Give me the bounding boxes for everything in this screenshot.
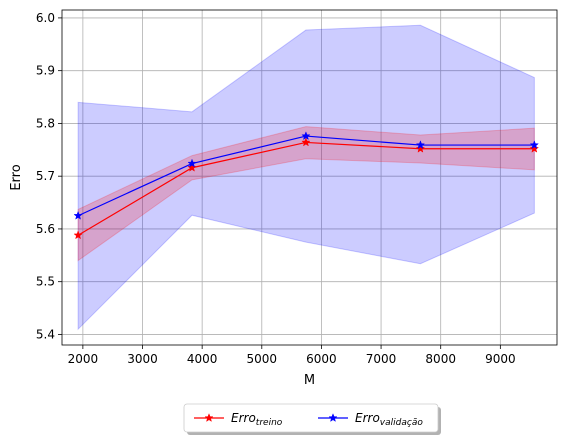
series-point-1	[529, 140, 540, 150]
legend-label-main: Erro	[355, 411, 380, 425]
x-tick-label: 8000	[425, 352, 456, 366]
legend-box	[183, 403, 439, 433]
grid	[62, 10, 557, 345]
series-point-0	[73, 230, 83, 240]
legend: Errotreino Errovalidação	[183, 403, 441, 435]
x-axis-label: M	[304, 373, 315, 388]
band-1	[77, 24, 535, 331]
y-tick-label: 5.7	[36, 169, 55, 183]
legend-label-1: Errovalidação	[355, 411, 423, 428]
y-axis-ticks: 5.4 5.5 5.6 5.7 5.8 5.9 6.0	[36, 11, 62, 341]
axes-box	[61, 9, 558, 346]
series-point-0	[415, 143, 426, 153]
legend-marker-0	[204, 413, 214, 422]
y-tick-label: 5.9	[36, 64, 55, 78]
series-point-1	[301, 131, 311, 141]
x-tick-label: 4000	[187, 352, 218, 366]
x-tick-label: 6000	[306, 352, 337, 366]
series-point-0	[301, 137, 311, 147]
x-tick-label: 7000	[366, 352, 397, 366]
series-point-0	[529, 143, 540, 153]
legend-label-0: Errotreino	[231, 411, 283, 428]
series-point-1	[187, 158, 197, 168]
x-tick-label: 3000	[127, 352, 158, 366]
y-tick-label: 5.5	[36, 275, 55, 289]
plot-frame	[61, 9, 558, 346]
series-point-0	[187, 162, 197, 172]
y-tick-label: 6.0	[36, 11, 55, 25]
series-lines	[73, 131, 540, 240]
series-point-1	[415, 140, 426, 150]
legend-label-sub: treino	[256, 418, 283, 428]
series-point-1	[73, 210, 83, 220]
x-tick-label: 2000	[68, 352, 99, 366]
legend-marker-1	[328, 413, 338, 422]
x-tick-label: 9000	[485, 352, 516, 366]
x-axis-ticks: 2000 3000 4000 5000 6000 7000 8000 9000	[68, 345, 516, 366]
y-tick-label: 5.8	[36, 116, 55, 130]
y-tick-label: 5.6	[36, 222, 55, 236]
y-axis-label: Erro	[9, 164, 24, 190]
x-tick-label: 5000	[247, 352, 278, 366]
legend-label-main: Erro	[231, 411, 256, 425]
y-tick-label: 5.4	[36, 327, 55, 341]
legend-label-sub: validação	[380, 418, 424, 428]
